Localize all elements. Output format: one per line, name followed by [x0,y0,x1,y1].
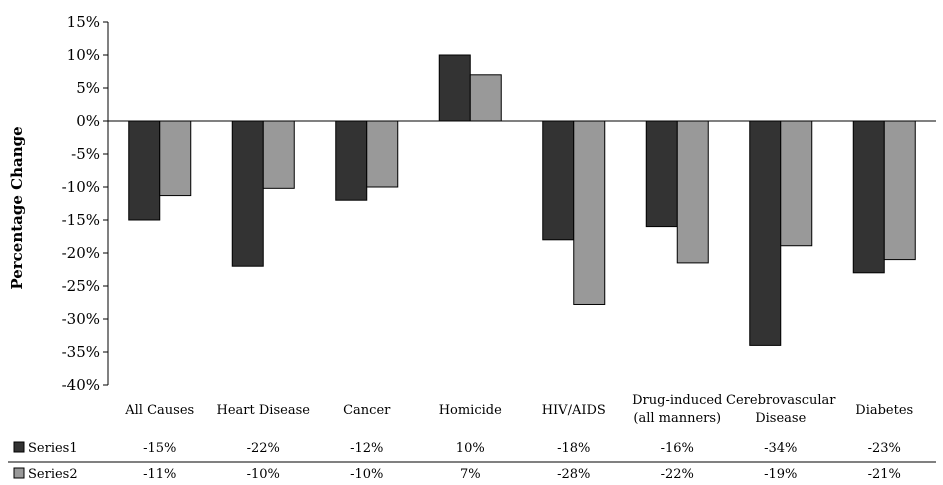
y-tick-label: 0% [76,112,100,130]
table-value-label: -22% [247,441,280,456]
y-tick-label: -20% [62,244,100,262]
table-value-label: -22% [661,467,694,482]
y-tick-label: 10% [67,46,100,64]
table-value-label: -23% [868,441,901,456]
category-label: Drug-induced (all manners) [632,393,722,426]
bar-series2-3 [469,74,502,122]
category-label: Cerebrovascular Disease [726,393,836,426]
bar-series2-4 [573,120,606,305]
table-value-label: -10% [350,467,383,482]
category-label: Cancer [343,403,391,418]
legend-label-series2: Series2 [28,467,78,482]
table-value-label: -34% [764,441,797,456]
legend-swatch-series1 [13,441,25,453]
category-label: HIV/AIDS [542,403,606,418]
y-tick-label: -35% [62,343,100,361]
category-label: All Causes [124,403,194,418]
table-value-label: 7% [460,467,481,482]
table-value-label: -28% [557,467,590,482]
table-value-label: -11% [143,467,176,482]
table-value-label: -15% [143,441,176,456]
bar-series1-6 [749,120,782,346]
bar-series1-2 [335,120,368,201]
bar-series1-5 [645,120,678,228]
bar-series1-7 [852,120,885,274]
bar-series2-0 [159,120,192,197]
bars [128,54,916,346]
bar-series1-3 [438,54,471,122]
table-value-label: -12% [350,441,383,456]
bar-series1-1 [231,120,264,267]
y-tick-label: 5% [76,79,100,97]
category-labels: All Causes Heart Disease Cancer Homicide HIV… [124,393,913,426]
table-value-label: -21% [868,467,901,482]
category-label: Heart Disease [217,403,311,418]
bar-series2-5 [676,120,709,264]
bar-series2-1 [262,120,295,189]
y-tick-label: -25% [62,277,100,295]
y-tick-label: -10% [62,178,100,196]
table-value-label: -16% [661,441,694,456]
category-label: Diabetes [855,403,913,418]
table-value-label: 10% [456,441,485,456]
y-tick-label: -15% [62,211,100,229]
bar-series2-7 [883,120,916,261]
table-value-label: -10% [247,467,280,482]
table-value-label: -19% [764,467,797,482]
legend-swatch-series2 [13,467,25,479]
bar-series2-6 [780,120,813,247]
y-tick-label: -5% [71,145,100,163]
data-table: Series1 -15% -22% -12% 10% -18% -16% -34% -23% Se… [8,441,936,482]
y-tick-label: -30% [62,310,100,328]
y-tick-label: -40% [62,376,100,394]
bar-series2-2 [366,120,399,188]
bar-series1-0 [128,120,161,221]
legend-label-series1: Series1 [28,441,78,456]
y-tick-label: 15% [67,13,100,31]
bar-series1-4 [542,120,575,241]
category-label: Homicide [439,403,502,418]
y-ticks: 15% 10% 5% 0% -5% -10% -15% -20% -25% -30% -35% -40… [62,13,108,394]
axes [107,22,936,385]
table-value-label: -18% [557,441,590,456]
y-axis-label: Percentage Change [8,126,26,289]
